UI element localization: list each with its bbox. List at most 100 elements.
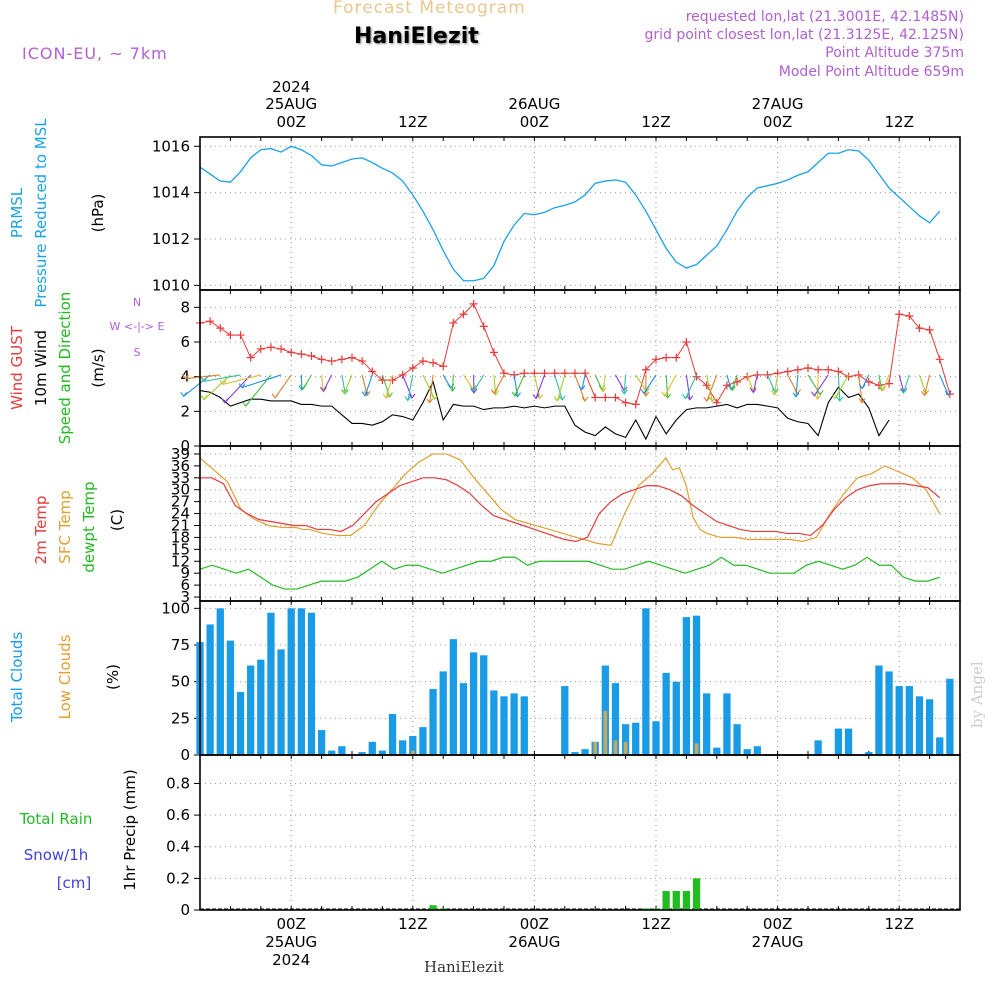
gust-point	[753, 370, 762, 379]
wind-arrow-head	[490, 389, 498, 395]
wind-arrow-head	[426, 398, 434, 404]
total-cloud-bar	[257, 659, 265, 755]
wind-direction-arrow	[185, 374, 221, 380]
wind-arrow-head	[219, 380, 227, 386]
bottom-year-label: 2024	[272, 951, 310, 969]
y-tick-label: 24	[171, 505, 190, 523]
wind-direction-arrow	[602, 374, 606, 392]
top-time-label: 00Z	[520, 113, 549, 131]
wind-arrow-head	[661, 391, 669, 397]
wind-direction-arrow	[422, 374, 436, 400]
top-year-label: 2024	[272, 78, 310, 96]
y-tick-label: 2	[180, 402, 190, 420]
gust-point	[641, 365, 650, 374]
rain-bar	[662, 891, 670, 910]
y-tick-label: 0.2	[166, 869, 190, 887]
total-cloud-bar	[459, 683, 468, 755]
wind-direction-arrow	[554, 374, 563, 400]
pressure-unit: (hPa)	[89, 194, 107, 233]
gust-point	[743, 372, 752, 381]
total-cloud-bar	[469, 652, 478, 755]
wind-direction-arrow	[535, 374, 546, 399]
total-cloud-bar	[267, 612, 275, 755]
total-cloud-bar	[703, 693, 711, 755]
bottom-time-label: 12Z	[641, 915, 670, 933]
total-cloud-bar	[297, 608, 305, 755]
total-cloud-bar	[692, 615, 701, 755]
y-tick-label: 30	[171, 481, 190, 499]
dewpt-line	[200, 556, 940, 590]
wind-arrow-head	[810, 391, 818, 397]
wind-direction-arrow	[623, 374, 627, 394]
gust-point	[449, 318, 458, 327]
gust-point	[915, 324, 924, 333]
wind-10m-label: 10m Wind	[32, 330, 50, 406]
total-cloud-bar	[500, 696, 508, 755]
wind-arrow-head	[944, 390, 952, 397]
y-tick-label: 33	[171, 469, 190, 487]
wind-direction-arrow	[665, 374, 669, 398]
wind-direction-arrow	[385, 374, 394, 399]
wind-direction-arrow	[224, 374, 252, 404]
rain-bar	[682, 891, 691, 910]
y-tick-label: 1010	[152, 276, 190, 294]
wind-arrow-head	[900, 388, 907, 394]
total-cloud-bar	[409, 735, 417, 755]
rain-bar	[429, 905, 437, 910]
wind-arrow-head	[238, 383, 246, 389]
wind-speed-dir-label: Speed and Direction	[56, 292, 74, 445]
total-cloud-bar	[399, 740, 407, 755]
gust-point	[712, 398, 721, 407]
gust-point	[358, 357, 367, 366]
low-clouds-label: Low Clouds	[56, 634, 74, 719]
total-cloud-bar	[632, 722, 640, 755]
wind-arrow-head	[858, 398, 866, 404]
precip-unit: 1hr Precip (mm)	[121, 769, 139, 890]
gust-point	[348, 353, 356, 362]
wind-arrow-head	[858, 384, 866, 390]
total-cloud-bar	[713, 747, 721, 755]
total-cloud-bar	[429, 689, 437, 755]
gust-point	[874, 381, 883, 390]
compass-west-east: W <-|-> E	[110, 320, 165, 333]
wind-arrow-head	[470, 388, 478, 394]
total-cloud-bar	[672, 681, 680, 755]
total-cloud-bar	[368, 741, 376, 755]
wind-arrow-head	[200, 395, 208, 401]
y-tick-label: 0.8	[166, 774, 190, 792]
y-tick-label: 27	[171, 493, 190, 511]
wind-direction-arrow	[407, 374, 414, 401]
wind-arrow-head	[221, 398, 229, 404]
y-tick-label: 4	[180, 368, 190, 386]
total-cloud-bar	[449, 639, 457, 755]
top-time-label: 12Z	[885, 113, 914, 131]
gust-point	[429, 358, 438, 367]
top-date-label: 26AUG	[508, 95, 560, 113]
wind-arrow-head	[449, 386, 456, 392]
wind-arrow-head	[794, 389, 802, 395]
gust-point	[591, 393, 600, 402]
pressure-series-line	[199, 145, 941, 282]
gust-point	[479, 322, 488, 331]
wind-direction-arrow	[746, 374, 754, 392]
gust-point	[256, 344, 265, 353]
wind-arrow-head	[814, 394, 822, 400]
low-cloud-bar	[623, 741, 628, 755]
gust-point	[327, 357, 336, 366]
wind-arrow-head	[320, 386, 328, 392]
total-cloud-bar	[642, 608, 650, 755]
wind-direction-arrow	[429, 374, 434, 403]
sfc-temp-label: SFC Temp	[56, 490, 74, 563]
pressure-label: PRMSL	[8, 187, 26, 238]
y-tick-label: 36	[171, 457, 190, 475]
total-cloud-bar	[378, 750, 387, 755]
gust-point	[662, 353, 671, 362]
wind-direction-arrow	[766, 374, 776, 393]
gust-point	[885, 379, 894, 388]
total-cloud-bar	[601, 665, 609, 755]
y-tick-label: 9	[180, 564, 190, 582]
total-cloud-bar	[723, 693, 731, 755]
gust-point	[652, 355, 660, 364]
wind-direction-arrow	[402, 374, 413, 399]
total-cloud-bar	[915, 696, 924, 755]
